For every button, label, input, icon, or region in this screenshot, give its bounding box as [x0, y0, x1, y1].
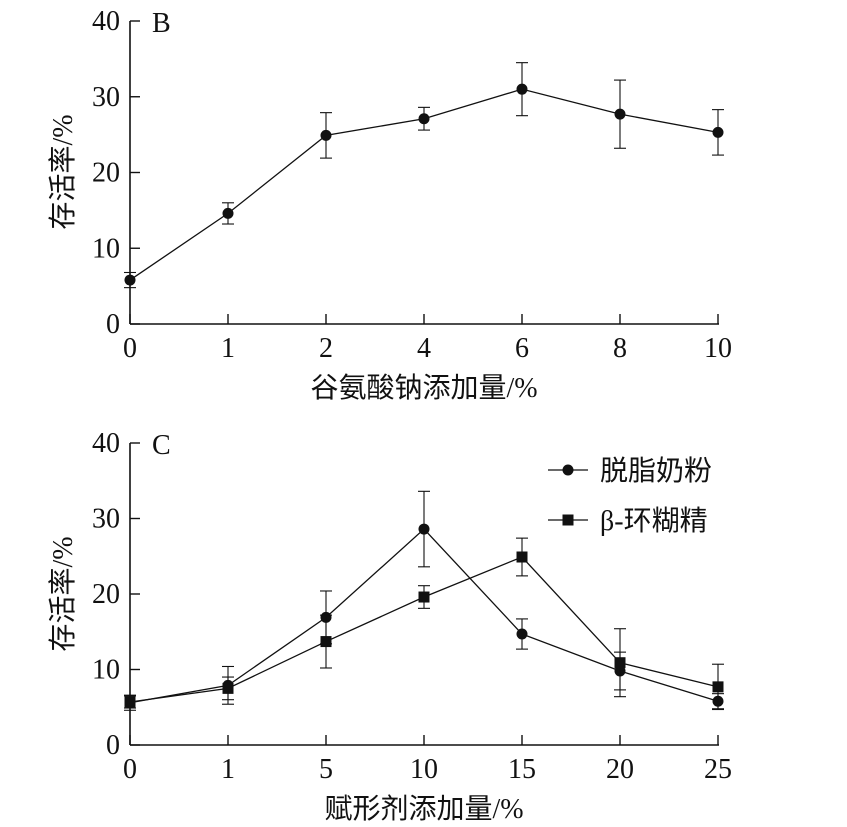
data-point-circle	[222, 207, 234, 219]
y-tick-label: 20	[92, 158, 120, 189]
x-tick-label: 6	[515, 333, 529, 364]
legend-marker-square	[562, 514, 574, 526]
panel-label: B	[152, 8, 171, 39]
data-point-square	[712, 681, 724, 693]
legend-label: 脱脂奶粉	[600, 455, 712, 487]
x-tick-label: 0	[123, 333, 137, 364]
data-point-circle	[418, 113, 430, 125]
y-tick-label: 40	[92, 428, 120, 459]
data-point-circle	[516, 628, 528, 640]
y-tick-label: 10	[92, 233, 120, 264]
series-β-环糊精	[124, 537, 724, 711]
y-tick-label: 0	[106, 730, 120, 761]
data-point-circle	[320, 129, 332, 141]
x-tick-label: 10	[410, 754, 438, 785]
x-tick-label: 15	[508, 754, 536, 785]
data-point-square	[124, 696, 136, 708]
legend-label: β-环糊精	[600, 505, 708, 537]
y-tick-label: 30	[92, 504, 120, 535]
y-tick-label: 10	[92, 655, 120, 686]
data-point-circle	[124, 274, 136, 286]
data-point-square	[614, 657, 626, 669]
y-tick-label: 40	[92, 6, 120, 37]
x-tick-label: 0	[123, 754, 137, 785]
legend: 脱脂奶粉 β-环糊精	[548, 455, 712, 537]
x-axis-label: 谷氨酸钠添加量/%	[310, 372, 537, 404]
panel-label: C	[152, 430, 171, 461]
series-line	[129, 556, 719, 703]
x-tick-label: 20	[606, 754, 634, 785]
data-point-circle	[614, 108, 626, 120]
x-axis-label: 赋形剂添加量/%	[324, 793, 523, 825]
y-tick-label: 30	[92, 82, 120, 113]
series-0	[124, 62, 724, 289]
data-point-square	[320, 636, 332, 648]
data-point-circle	[418, 523, 430, 535]
legend-marker-circle	[562, 464, 574, 476]
x-tick-label: 2	[319, 333, 333, 364]
data-point-square	[418, 591, 430, 603]
x-tick-label: 1	[221, 754, 235, 785]
x-tick-label: 10	[704, 333, 732, 364]
data-point-square	[516, 551, 528, 563]
x-tick-label: 4	[417, 333, 431, 364]
x-tick-label: 8	[613, 333, 627, 364]
data-point-circle	[516, 83, 528, 95]
y-axis-label: 存活率/%	[47, 536, 79, 651]
x-tick-label: 5	[319, 754, 333, 785]
data-point-square	[222, 682, 234, 694]
y-axis-label: 存活率/%	[47, 114, 79, 229]
panel-b: 0 10 20 30 40 0 1 2 4 6 8 10 B 谷氨酸钠添加量/% 存活率/%	[47, 6, 732, 404]
y-tick-label: 20	[92, 579, 120, 610]
data-point-circle	[712, 126, 724, 138]
x-tick-label: 25	[704, 754, 732, 785]
x-tick-label: 1	[221, 333, 235, 364]
y-tick-label: 0	[106, 309, 120, 340]
